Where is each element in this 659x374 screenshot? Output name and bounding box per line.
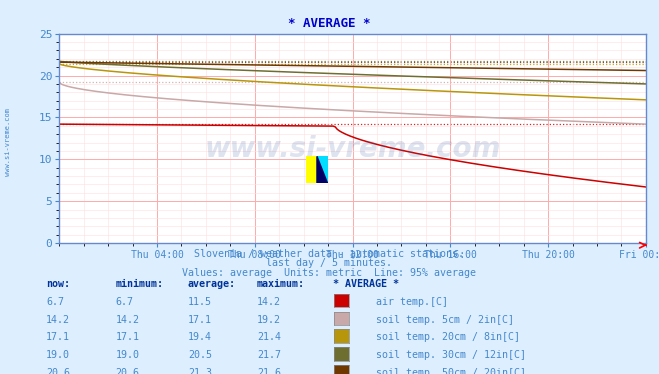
Text: 21.7: 21.7 xyxy=(257,350,281,361)
Text: 21.3: 21.3 xyxy=(188,368,212,374)
Text: 21.4: 21.4 xyxy=(257,332,281,343)
Text: minimum:: minimum: xyxy=(115,279,163,289)
Text: 19.0: 19.0 xyxy=(46,350,70,361)
Text: * AVERAGE *: * AVERAGE * xyxy=(288,17,371,30)
Text: 17.1: 17.1 xyxy=(46,332,70,343)
Text: www.si-vreme.com: www.si-vreme.com xyxy=(204,135,501,163)
Text: 20.5: 20.5 xyxy=(188,350,212,361)
Text: 19.4: 19.4 xyxy=(188,332,212,343)
Text: 19.0: 19.0 xyxy=(115,350,139,361)
Polygon shape xyxy=(317,156,328,183)
Text: 17.1: 17.1 xyxy=(115,332,139,343)
Text: last day / 5 minutes.: last day / 5 minutes. xyxy=(266,258,393,268)
Text: 14.2: 14.2 xyxy=(115,315,139,325)
Text: 17.1: 17.1 xyxy=(188,315,212,325)
Text: 14.2: 14.2 xyxy=(257,297,281,307)
Text: soil temp. 20cm / 8in[C]: soil temp. 20cm / 8in[C] xyxy=(376,332,520,343)
Text: 20.6: 20.6 xyxy=(115,368,139,374)
Text: now:: now: xyxy=(46,279,70,289)
Text: air temp.[C]: air temp.[C] xyxy=(376,297,447,307)
Text: Slovenia / weather data - automatic stations.: Slovenia / weather data - automatic stat… xyxy=(194,249,465,259)
Text: Values: average  Units: metric  Line: 95% average: Values: average Units: metric Line: 95% … xyxy=(183,268,476,278)
Text: 11.5: 11.5 xyxy=(188,297,212,307)
Text: 14.2: 14.2 xyxy=(46,315,70,325)
Text: 19.2: 19.2 xyxy=(257,315,281,325)
Text: * AVERAGE *: * AVERAGE * xyxy=(333,279,399,289)
Text: soil temp. 50cm / 20in[C]: soil temp. 50cm / 20in[C] xyxy=(376,368,526,374)
Text: 20.6: 20.6 xyxy=(46,368,70,374)
Text: 21.6: 21.6 xyxy=(257,368,281,374)
Text: www.si-vreme.com: www.si-vreme.com xyxy=(5,108,11,176)
Text: soil temp. 30cm / 12in[C]: soil temp. 30cm / 12in[C] xyxy=(376,350,526,361)
Text: maximum:: maximum: xyxy=(257,279,305,289)
Text: 6.7: 6.7 xyxy=(46,297,64,307)
Polygon shape xyxy=(317,156,328,183)
Text: soil temp. 5cm / 2in[C]: soil temp. 5cm / 2in[C] xyxy=(376,315,513,325)
Text: average:: average: xyxy=(188,279,236,289)
Text: 6.7: 6.7 xyxy=(115,297,133,307)
